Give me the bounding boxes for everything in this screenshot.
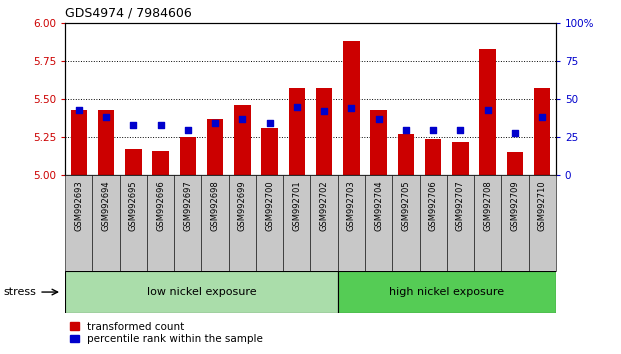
Point [537,115,547,120]
Text: GSM992694: GSM992694 [102,180,111,231]
Text: GSM992710: GSM992710 [538,180,546,231]
Bar [338,175,365,271]
Bar [207,119,224,175]
Bar [479,49,496,175]
Bar [316,88,332,175]
Bar [201,175,229,271]
Bar [392,175,420,271]
Bar [65,271,338,313]
Text: GSM992693: GSM992693 [75,180,83,231]
Text: GSM992701: GSM992701 [292,180,301,231]
Point [455,127,465,132]
Text: GSM992706: GSM992706 [428,180,438,231]
Bar [425,139,442,175]
Bar [365,175,392,271]
Bar [98,110,114,175]
Text: GSM992698: GSM992698 [211,180,220,231]
Bar [507,152,523,175]
Text: GSM992695: GSM992695 [129,180,138,231]
Point [129,122,138,128]
Bar [65,175,93,271]
Point [101,115,111,120]
Point [183,127,193,132]
Bar [179,137,196,175]
Point [237,116,247,122]
Bar [501,175,528,271]
Text: stress: stress [3,287,36,297]
Bar [452,142,469,175]
Bar [71,110,87,175]
Text: GSM992700: GSM992700 [265,180,274,231]
Bar [229,175,256,271]
Point [374,116,384,122]
Text: GSM992697: GSM992697 [183,180,193,231]
Bar [125,149,142,175]
Text: GSM992709: GSM992709 [510,180,519,231]
Bar [310,175,338,271]
Bar [528,175,556,271]
Point [347,105,356,111]
Point [292,104,302,110]
Point [265,121,274,126]
Point [210,121,220,126]
Point [74,107,84,113]
Bar [474,175,501,271]
Bar [446,175,474,271]
Legend: transformed count, percentile rank within the sample: transformed count, percentile rank withi… [70,322,263,344]
Point [483,107,492,113]
Bar [261,128,278,175]
Bar [256,175,283,271]
Text: GSM992704: GSM992704 [374,180,383,231]
Bar [120,175,147,271]
Text: GSM992708: GSM992708 [483,180,492,231]
Text: GSM992702: GSM992702 [320,180,329,231]
Point [428,127,438,132]
Bar [420,175,446,271]
Text: GSM992699: GSM992699 [238,180,247,231]
Bar [371,110,387,175]
Bar [289,88,305,175]
Bar [343,41,360,175]
Text: GSM992696: GSM992696 [156,180,165,231]
Bar [397,134,414,175]
Bar [175,175,201,271]
Text: GSM992707: GSM992707 [456,180,465,231]
Bar [152,151,169,175]
Bar [283,175,310,271]
Point [510,130,520,136]
Bar [534,88,550,175]
Bar [93,175,120,271]
Text: high nickel exposure: high nickel exposure [389,287,504,297]
Bar [147,175,175,271]
Text: GSM992703: GSM992703 [347,180,356,231]
Text: low nickel exposure: low nickel exposure [147,287,256,297]
Bar [234,105,250,175]
Point [156,122,166,128]
Text: GSM992705: GSM992705 [401,180,410,231]
Point [401,127,411,132]
Text: GDS4974 / 7984606: GDS4974 / 7984606 [65,6,192,19]
Bar [338,271,556,313]
Point [319,108,329,114]
